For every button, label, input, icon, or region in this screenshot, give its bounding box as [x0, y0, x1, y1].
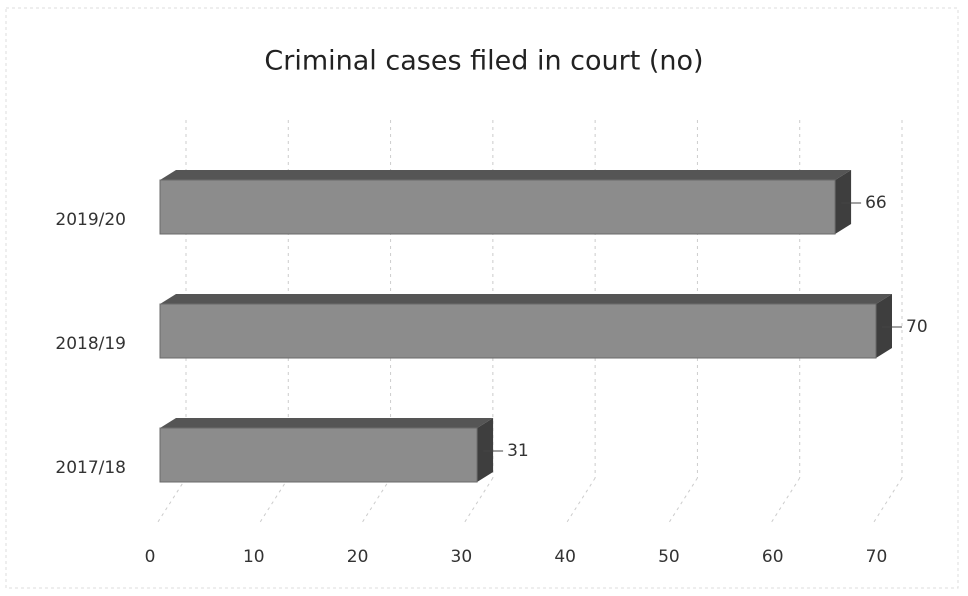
x-tick-label: 0 [145, 547, 156, 567]
x-tick-label: 40 [554, 547, 576, 567]
grid-line [769, 477, 801, 526]
grid-line [257, 477, 289, 526]
bar-top [160, 294, 892, 304]
y-tick-label: 2018/19 [55, 334, 126, 354]
grid-line [667, 477, 698, 526]
grid-line [155, 477, 187, 526]
x-tick-label: 10 [243, 547, 265, 567]
bar-top [160, 170, 852, 180]
bar [159, 294, 892, 359]
chart-border [5, 7, 959, 589]
bar-top [160, 418, 494, 428]
x-tick-label: 20 [347, 547, 369, 567]
bar-front [159, 427, 478, 483]
grid-line [360, 477, 391, 526]
bar-side [835, 170, 852, 234]
x-tick-label: 60 [762, 547, 784, 567]
x-tick-label: 30 [451, 547, 473, 567]
grid-line [564, 477, 596, 526]
x-tick-label: 50 [658, 547, 680, 567]
data-label: 70 [906, 317, 928, 337]
bar [159, 418, 494, 483]
grid-line [462, 477, 494, 526]
grid-line [871, 477, 903, 526]
bar [159, 170, 852, 235]
bar-side [477, 418, 494, 482]
data-label: 66 [865, 193, 887, 213]
bar-front [159, 179, 836, 235]
chart-title: Criminal cases filed in court (no) [264, 46, 703, 77]
y-tick-label: 2017/18 [55, 458, 126, 478]
bar-front [159, 303, 877, 359]
x-tick-label: 70 [866, 547, 888, 567]
y-tick-label: 2019/20 [55, 210, 126, 230]
bar-side [876, 294, 892, 358]
data-label: 31 [507, 441, 529, 461]
